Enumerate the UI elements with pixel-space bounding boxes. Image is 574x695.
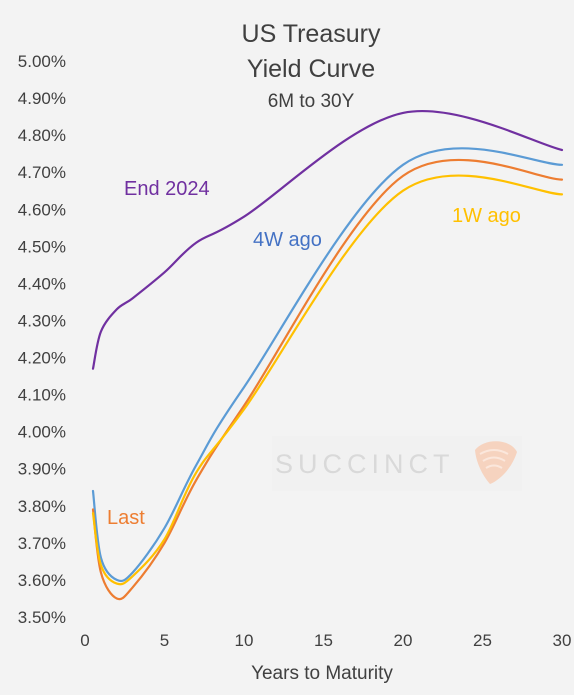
series-label-4w-ago: 4W ago [253,229,322,251]
x-tick-label-20: 20 [394,631,413,650]
y-tick-label-4-50: 4.50% [18,237,66,256]
series-line-last [91,158,564,601]
y-tick-label-3-70: 3.70% [18,534,66,553]
x-tick-label-10: 10 [235,631,254,650]
y-tick-label-4-00: 4.00% [18,423,66,442]
series-label-end-2024: End 2024 [124,178,210,200]
watermark: SUCCINCT [272,436,522,491]
x-axis-label: Years to Maturity [251,663,393,684]
series-lines [91,110,564,601]
y-tick-label-3-50: 3.50% [18,608,66,627]
y-tick-label-4-80: 4.80% [18,126,66,145]
series-label-1w-ago: 1W ago [452,205,521,227]
y-tick-label-5-00: 5.00% [18,52,66,71]
y-tick-label-4-20: 4.20% [18,349,66,368]
y-tick-label-4-30: 4.30% [18,311,66,330]
x-tick-label-5: 5 [160,631,169,650]
y-tick-label-4-10: 4.10% [18,386,66,405]
chart-subtitle: 6M to 30Y [268,91,355,112]
series-line-4w-ago [91,147,564,583]
y-tick-label-3-90: 3.90% [18,460,66,479]
chart-title-line-2: Yield Curve [247,55,375,83]
series-label-last: Last [107,507,145,529]
watermark-logo-icon [475,441,517,484]
y-tick-label-4-70: 4.70% [18,163,66,182]
x-tick-label-30: 30 [553,631,572,650]
x-tick-label-25: 25 [473,631,492,650]
y-tick-label-4-60: 4.60% [18,200,66,219]
y-tick-label-4-90: 4.90% [18,89,66,108]
x-axis: 0 5 10 15 20 25 30 [80,631,571,650]
y-tick-label-3-60: 3.60% [18,571,66,590]
series-line-end-2024 [91,110,564,370]
chart-title-line-1: US Treasury [242,20,381,48]
watermark-text: SUCCINCT [275,449,455,479]
x-tick-label-0: 0 [80,631,89,650]
y-tick-label-4-40: 4.40% [18,274,66,293]
y-tick-label-3-80: 3.80% [18,497,66,516]
series-line-1w-ago [91,174,564,586]
y-axis: 3.50% 3.60% 3.70% 3.80% 3.90% 4.00% 4.10% 4.20%… [18,52,66,627]
x-tick-label-15: 15 [314,631,333,650]
